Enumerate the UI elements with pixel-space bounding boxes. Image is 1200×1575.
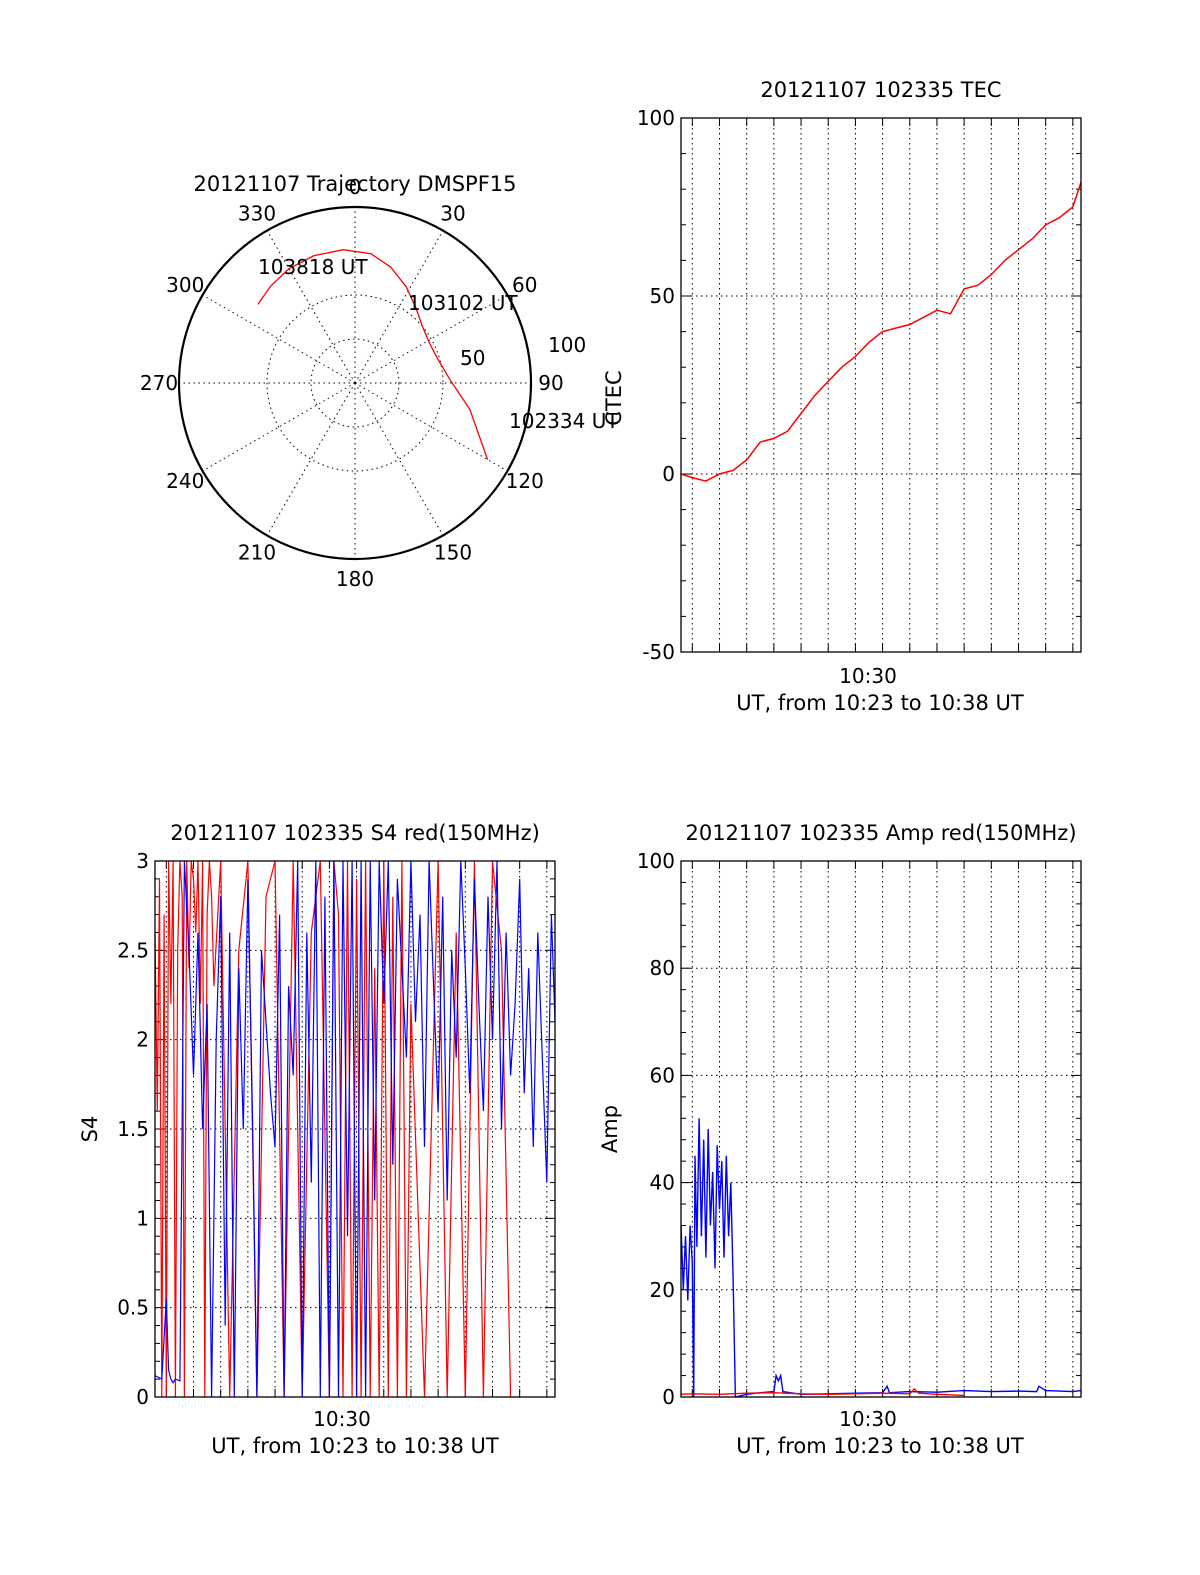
trajectory-title: 20121107 Trajectory DMSPF15	[193, 172, 516, 196]
s4-title: 20121107 102335 S4 red(150MHz)	[170, 821, 540, 845]
amp-y-tick-labels: 0 20 40 60 80 100	[637, 849, 675, 1409]
tec-plot-frame	[680, 117, 1082, 653]
s4-x-axis-label: UT, from 10:23 to 10:38 UT	[211, 1434, 499, 1458]
tec-ticks	[681, 117, 1081, 653]
polar-spoke	[202, 382, 356, 472]
polar-angle-label: 180	[336, 567, 374, 591]
y-tick-label: 3	[136, 849, 149, 873]
s4-x-tick-label: 10:30	[313, 1407, 371, 1431]
radial-tick-label-50: 50	[460, 346, 485, 370]
amp-series-lines	[680, 1118, 1082, 1398]
y-tick-label: -50	[642, 640, 675, 664]
radial-tick-label-100: 100	[548, 333, 586, 357]
polar-angle-label: 330	[238, 201, 276, 225]
y-tick-label: 0.5	[117, 1296, 149, 1320]
y-tick-label: 0	[136, 1385, 149, 1409]
amp-plot-frame	[680, 860, 1082, 1398]
amp-series-line	[680, 1118, 1082, 1398]
polar-angle-label: 30	[440, 201, 465, 225]
amp-panel: 20121107 102335 Amp red(150MHz) 0 20 40 60 8…	[598, 821, 1082, 1458]
trajectory-annotation-end: 103818 UT	[258, 255, 368, 279]
tec-series-line	[680, 181, 1082, 482]
tec-y-axis-label: CTEC	[602, 370, 626, 425]
amp-ticks	[681, 860, 1081, 1398]
polar-angle-label: 300	[166, 273, 204, 297]
polar-ring	[266, 294, 444, 472]
polar-angle-labels: 0 30 60 90 120 150 180 210 240 270 300 330	[140, 175, 564, 591]
y-tick-label: 60	[650, 1063, 675, 1087]
s4-series-line	[154, 860, 512, 1398]
polar-spoke	[266, 382, 356, 536]
polar-spoke	[354, 382, 444, 536]
s4-y-axis-label: S4	[78, 1116, 102, 1143]
y-tick-label: 20	[650, 1278, 675, 1302]
trajectory-annotation-mid: 103102 UT	[408, 291, 518, 315]
polar-angle-label: 210	[238, 541, 276, 565]
amp-series-line	[680, 1388, 965, 1397]
y-tick-label: 0	[662, 1385, 675, 1409]
y-tick-label: 80	[650, 956, 675, 980]
trajectory-panel: 20121107 Trajectory DMSPF15 0 30 60 90 120 15…	[140, 172, 619, 591]
y-tick-label: 0	[662, 462, 675, 486]
s4-plot-frame	[154, 860, 556, 1398]
polar-angle-label: 150	[434, 541, 472, 565]
polar-grid	[179, 207, 531, 559]
tec-title: 20121107 102335 TEC	[760, 78, 1001, 102]
s4-y-tick-labels: 0 0.5 1 1.5 2 2.5 3	[117, 849, 149, 1409]
tec-y-tick-labels: -50 0 50 100	[637, 106, 675, 664]
tec-panel: 20121107 102335 TEC -50 0 50 100 10:30 UT, …	[602, 78, 1082, 715]
polar-spoke	[202, 294, 356, 384]
polar-spoke	[266, 230, 356, 384]
y-tick-label: 2.5	[117, 938, 149, 962]
y-tick-label: 100	[637, 849, 675, 873]
polar-outer-circle	[177, 205, 533, 561]
polar-angle-label: 0	[349, 175, 362, 199]
y-tick-label: 1	[136, 1206, 149, 1230]
polar-angle-label: 270	[140, 371, 178, 395]
amp-grid	[681, 861, 1081, 1397]
s4-panel: 20121107 102335 S4 red(150MHz) 0 0.5 1 1.5 2…	[78, 821, 556, 1458]
trajectory-annotation-start: 102334 UT	[509, 409, 619, 433]
polar-angle-label: 240	[166, 469, 204, 493]
polar-angle-label: 60	[512, 273, 537, 297]
amp-x-tick-label: 10:30	[839, 1407, 897, 1431]
y-tick-label: 100	[637, 106, 675, 130]
amp-x-axis-label: UT, from 10:23 to 10:38 UT	[736, 1434, 1024, 1458]
y-tick-label: 40	[650, 1171, 675, 1195]
tec-x-tick-label: 10:30	[839, 664, 897, 688]
y-tick-label: 2	[136, 1028, 149, 1052]
tec-grid	[681, 118, 1081, 652]
amp-title: 20121107 102335 Amp red(150MHz)	[685, 821, 1076, 845]
polar-angle-label: 120	[506, 469, 544, 493]
polar-angle-label: 90	[538, 371, 563, 395]
y-tick-label: 1.5	[117, 1117, 149, 1141]
trajectory-series-line	[257, 249, 489, 460]
polar-ring	[310, 338, 400, 428]
amp-y-axis-label: Amp	[598, 1105, 622, 1153]
y-tick-label: 50	[650, 284, 675, 308]
tec-x-axis-label: UT, from 10:23 to 10:38 UT	[736, 691, 1024, 715]
